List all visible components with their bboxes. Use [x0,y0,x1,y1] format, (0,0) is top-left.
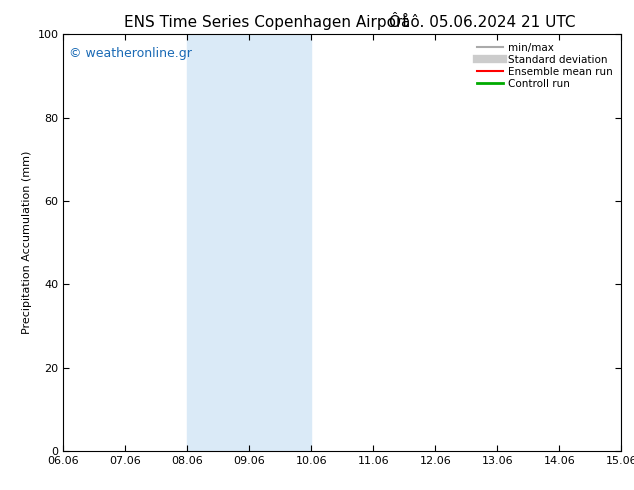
Bar [621,34,634,451]
Bar [188,34,311,451]
Text: Ôåô. 05.06.2024 21 UTC: Ôåô. 05.06.2024 21 UTC [389,15,575,30]
Y-axis label: Precipitation Accumulation (mm): Precipitation Accumulation (mm) [22,151,32,334]
Text: © weatheronline.gr: © weatheronline.gr [69,47,192,60]
Legend: min/max, Standard deviation, Ensemble mean run, Controll run: min/max, Standard deviation, Ensemble me… [474,40,616,92]
Text: ENS Time Series Copenhagen Airport: ENS Time Series Copenhagen Airport [124,15,408,30]
